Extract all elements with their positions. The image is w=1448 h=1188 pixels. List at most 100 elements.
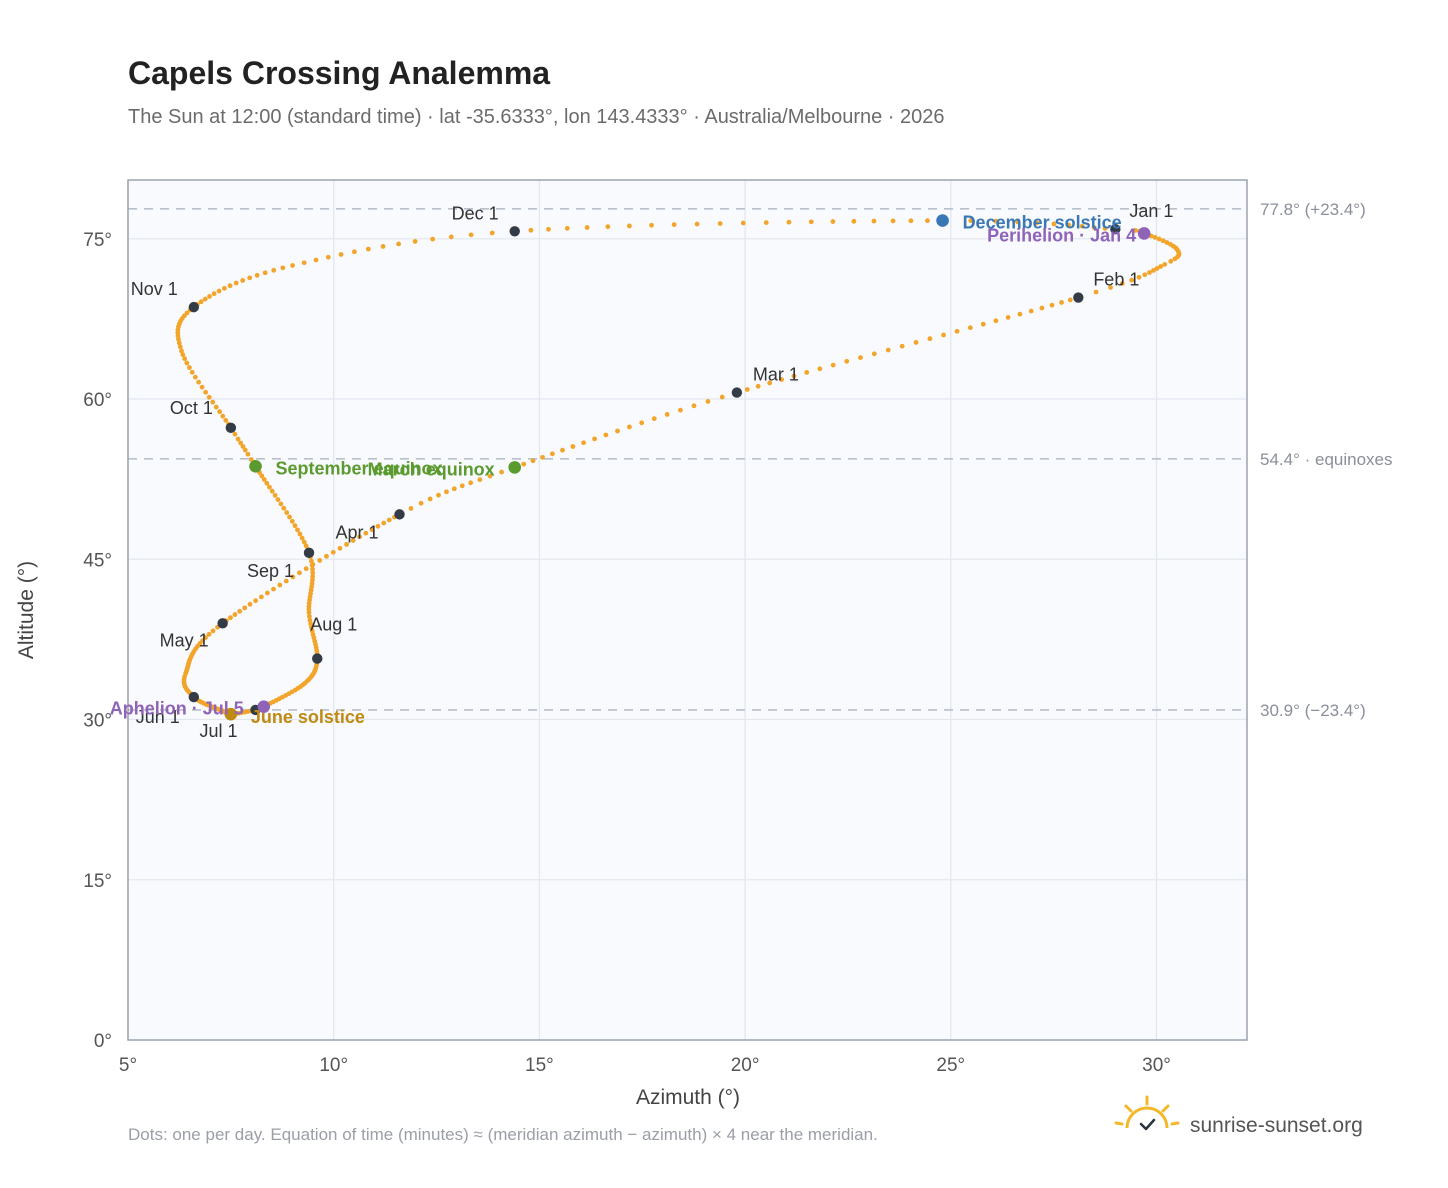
daily-dot bbox=[908, 218, 914, 224]
daily-dot bbox=[1005, 315, 1011, 320]
daily-dot bbox=[408, 505, 414, 511]
x-tick-label: 5° bbox=[119, 1055, 137, 1076]
daily-dot bbox=[301, 539, 307, 545]
daily-dot bbox=[306, 614, 312, 619]
daily-dot bbox=[337, 545, 343, 551]
daily-dot bbox=[206, 394, 212, 400]
daily-dot bbox=[264, 480, 270, 486]
month-label: Dec 1 bbox=[452, 203, 499, 223]
daily-dot bbox=[295, 527, 300, 533]
daily-dot bbox=[262, 270, 268, 276]
daily-dot bbox=[261, 477, 267, 482]
daily-dot bbox=[235, 436, 241, 442]
axis-ticks: 5° 10° 15° 20° 25° 30° 0° 15° 30° 45° 60° 75° bbox=[83, 230, 1171, 1076]
daily-dot bbox=[851, 218, 857, 224]
daily-dot bbox=[1093, 289, 1099, 295]
footnote: Dots: one per day. Equation of time (min… bbox=[128, 1125, 878, 1144]
daily-dot bbox=[1034, 220, 1040, 226]
daily-dot bbox=[309, 581, 315, 586]
daily-dot bbox=[540, 454, 545, 460]
reference-line-label: 30.9° (−23.4°) bbox=[1260, 701, 1366, 720]
daily-dot bbox=[528, 227, 534, 233]
y-tick-label: 60° bbox=[83, 390, 112, 411]
daily-dot bbox=[184, 310, 190, 316]
daily-dot bbox=[804, 370, 810, 375]
chart-subtitle: The Sun at 12:00 (standard time) · lat -… bbox=[128, 106, 944, 128]
daily-dot bbox=[694, 221, 700, 227]
y-tick-label: 0° bbox=[94, 1031, 112, 1052]
daily-dot bbox=[177, 344, 183, 350]
daily-dot bbox=[278, 501, 284, 507]
daily-dot bbox=[269, 488, 275, 494]
daily-dot bbox=[254, 272, 260, 278]
daily-dot bbox=[487, 473, 493, 479]
daily-dot bbox=[858, 355, 863, 360]
daily-dot bbox=[1172, 256, 1178, 262]
daily-dot bbox=[308, 621, 314, 627]
daily-dot bbox=[310, 577, 315, 583]
daily-dot bbox=[210, 399, 216, 405]
month-marker bbox=[312, 653, 323, 664]
event-marker bbox=[257, 700, 271, 713]
daily-dot bbox=[351, 249, 357, 255]
daily-dot bbox=[1160, 238, 1166, 244]
event-marker bbox=[249, 460, 262, 473]
daily-dot bbox=[258, 594, 264, 600]
daily-dot bbox=[284, 510, 290, 516]
daily-dot bbox=[691, 403, 697, 409]
month-label: Sep 1 bbox=[247, 561, 294, 581]
daily-dot bbox=[253, 598, 258, 604]
daily-dot bbox=[581, 440, 586, 446]
daily-dot bbox=[213, 404, 219, 410]
daily-dot bbox=[1156, 236, 1162, 242]
daily-dot bbox=[1152, 234, 1158, 240]
event-label: June solstice bbox=[251, 707, 365, 727]
y-axis-label: Altitude (°) bbox=[15, 561, 38, 659]
daily-dot bbox=[817, 366, 823, 372]
daily-dot bbox=[844, 358, 850, 364]
daily-dot bbox=[216, 288, 222, 294]
month-marker bbox=[188, 301, 200, 313]
daily-dot bbox=[308, 625, 314, 630]
month-label: Aug 1 bbox=[310, 615, 357, 635]
daily-dot bbox=[221, 285, 227, 291]
daily-dot bbox=[740, 220, 746, 226]
daily-dot bbox=[1133, 228, 1138, 233]
daily-dot bbox=[546, 226, 551, 232]
daily-dot bbox=[203, 389, 209, 395]
daily-dot bbox=[468, 232, 474, 238]
daily-dot bbox=[272, 492, 278, 498]
month-marker bbox=[217, 618, 228, 629]
daily-dot bbox=[530, 458, 536, 464]
daily-dot bbox=[954, 328, 960, 334]
daily-dot bbox=[396, 241, 402, 247]
daily-dot bbox=[196, 379, 202, 385]
daily-dot bbox=[1119, 281, 1125, 286]
month-marker bbox=[1110, 223, 1121, 235]
daily-dot bbox=[363, 530, 369, 536]
daily-dot bbox=[240, 444, 246, 449]
daily-dot bbox=[489, 230, 495, 236]
event-label: March equinox bbox=[368, 459, 495, 479]
brand-name: sunrise-sunset.org bbox=[1190, 1114, 1363, 1137]
daily-dot bbox=[651, 416, 657, 422]
daily-dot bbox=[627, 223, 632, 229]
daily-dot bbox=[1168, 258, 1174, 264]
daily-dot bbox=[211, 291, 217, 297]
plot-frame bbox=[127, 179, 1248, 1041]
y-tick-label: 30° bbox=[83, 711, 112, 732]
daily-dot bbox=[1154, 266, 1160, 271]
daily-dot bbox=[1051, 221, 1057, 227]
daily-dot bbox=[289, 518, 295, 524]
daily-dot bbox=[941, 332, 946, 338]
daily-dot bbox=[309, 558, 314, 564]
x-tick-label: 15° bbox=[525, 1055, 554, 1076]
daily-dot bbox=[451, 486, 457, 492]
daily-dot bbox=[277, 582, 283, 588]
daily-dot bbox=[1142, 272, 1148, 278]
daily-dot bbox=[259, 473, 265, 479]
daily-dot bbox=[1049, 302, 1055, 308]
daily-dot bbox=[242, 605, 248, 611]
daily-dot bbox=[202, 296, 208, 302]
